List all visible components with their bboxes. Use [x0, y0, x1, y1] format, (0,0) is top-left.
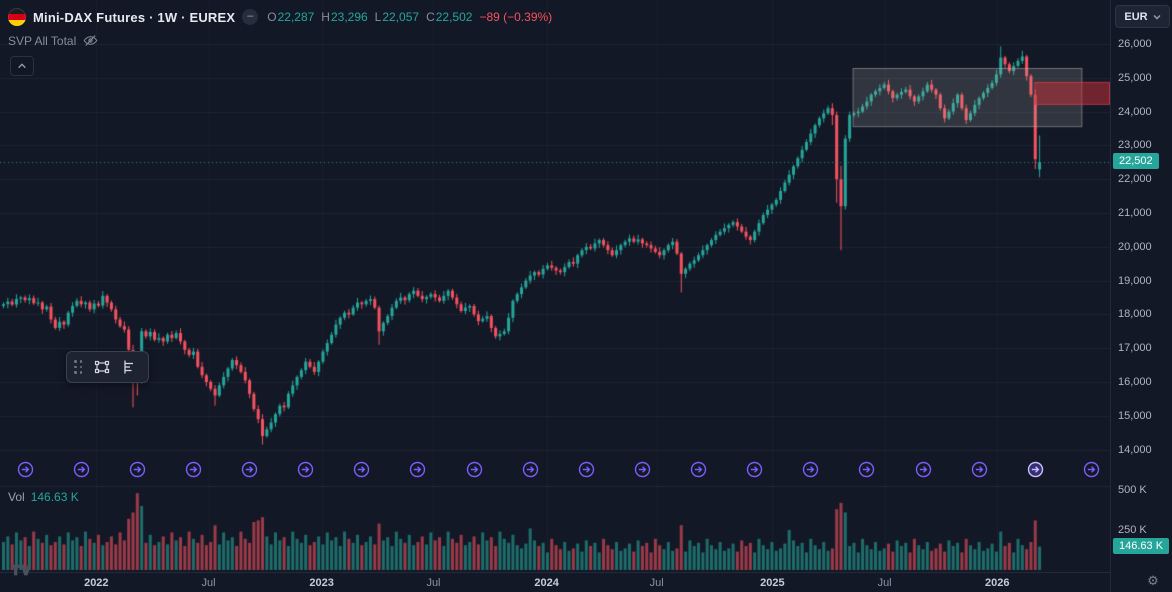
time-axis-label: 2026	[985, 577, 1010, 589]
toolbar-drag-handle[interactable]	[74, 360, 83, 374]
contract-rollover-marker[interactable]	[858, 461, 875, 478]
contract-rollover-marker[interactable]	[690, 461, 707, 478]
contract-rollover-marker[interactable]	[185, 461, 202, 478]
volume-axis-label: 250 K	[1118, 524, 1147, 536]
legend-collapse-icon[interactable]: –	[242, 9, 259, 25]
volume-legend[interactable]: Vol 146.63 K	[8, 490, 79, 504]
last-price-badge: 22,502	[1113, 153, 1159, 170]
time-axis[interactable]: 2022 Jul 2023 Jul 2024 Jul 2025 Jul 2026	[0, 572, 1110, 592]
time-axis-label: 2023	[309, 577, 334, 589]
contract-rollover-marker[interactable]	[129, 461, 146, 478]
contract-rollover-marker[interactable]	[915, 461, 932, 478]
chevron-down-icon	[1153, 14, 1161, 19]
legend-collapse-button[interactable]	[10, 56, 34, 76]
price-axis-label: 15,000	[1118, 409, 1152, 422]
price-axis-label: 20,000	[1118, 240, 1152, 253]
high-value: 23,296	[330, 10, 368, 24]
indicator-name: SVP All Total	[8, 33, 77, 48]
time-axis-label: 2025	[760, 577, 785, 589]
price-axis[interactable]: EUR 22,502 146.63 K 26,000 25,000 24,000 23…	[1110, 0, 1172, 592]
tradingview-logo[interactable]	[8, 562, 34, 578]
contract-rollover-marker[interactable]	[466, 461, 483, 478]
time-axis-label: Jul	[649, 577, 664, 589]
timezone-settings-gear-icon[interactable]: ⚙	[1147, 573, 1159, 589]
contract-rollover-marker[interactable]	[578, 461, 595, 478]
contract-rollover-marker[interactable]	[73, 461, 90, 478]
time-axis-label: 2022	[84, 577, 109, 589]
contract-rollover-marker[interactable]	[802, 461, 819, 478]
price-axis-label: 24,000	[1118, 105, 1152, 118]
currency-label: EUR	[1124, 10, 1148, 23]
volume-axis-label: 500 K	[1118, 484, 1147, 496]
price-axis-label: 25,000	[1118, 71, 1152, 84]
contract-rollover-marker[interactable]	[17, 461, 34, 478]
price-axis-label: 19,000	[1118, 274, 1152, 287]
rectangle-tool-icon[interactable]	[90, 355, 114, 379]
contract-rollover-marker[interactable]	[297, 461, 314, 478]
contract-rollover-marker[interactable]	[241, 461, 258, 478]
volume-profile-tool-icon[interactable]	[117, 355, 141, 379]
time-axis-label: Jul	[426, 577, 441, 589]
close-label: C	[426, 10, 435, 24]
germany-flag-icon	[8, 8, 26, 26]
contract-rollover-marker[interactable]	[353, 461, 370, 478]
contract-rollover-marker[interactable]	[409, 461, 426, 478]
ohlc-values: O 22,287 H 23,296 L 22,057 C 22,502 −89 (−0.…	[267, 10, 552, 24]
close-value: 22,502	[435, 10, 473, 24]
contract-rollover-marker[interactable]	[1027, 461, 1044, 478]
price-axis-label: 22,000	[1118, 173, 1152, 186]
time-axis-label: 2024	[534, 577, 559, 589]
open-value: 22,287	[277, 10, 315, 24]
contract-rollover-marker[interactable]	[522, 461, 539, 478]
eye-off-icon[interactable]	[83, 33, 98, 48]
price-axis-label: 17,000	[1118, 342, 1152, 355]
open-label: O	[267, 10, 277, 24]
volume-badge: 146.63 K	[1113, 537, 1170, 554]
chart-legend: Mini-DAX Futures · 1W · EUREX – O 22,287 …	[8, 7, 552, 27]
floating-drawing-toolbar	[66, 351, 149, 383]
low-value: 22,057	[382, 10, 420, 24]
time-axis-label: Jul	[201, 577, 216, 589]
price-axis-label: 21,000	[1118, 207, 1152, 219]
contract-rollover-marker[interactable]	[746, 461, 763, 478]
price-axis-label: 14,000	[1118, 443, 1152, 456]
price-axis-label: 16,000	[1118, 376, 1152, 388]
price-axis-label: 26,000	[1118, 38, 1152, 50]
volume-value: 146.63 K	[30, 490, 79, 504]
high-label: H	[321, 10, 330, 24]
change-value: −89 (−0.39%)	[479, 10, 553, 24]
price-axis-label: 23,000	[1118, 139, 1152, 152]
indicator-legend[interactable]: SVP All Total	[8, 33, 98, 48]
contract-rollover-marker[interactable]	[971, 461, 988, 478]
contract-rollover-marker[interactable]	[1083, 461, 1100, 478]
low-label: L	[374, 10, 382, 24]
currency-button[interactable]: EUR	[1115, 5, 1170, 28]
volume-label: Vol	[8, 490, 25, 504]
contract-rollover-marker[interactable]	[634, 461, 651, 478]
time-axis-label: Jul	[877, 577, 892, 589]
price-axis-label: 18,000	[1118, 308, 1152, 321]
symbol-title[interactable]: Mini-DAX Futures · 1W · EUREX	[33, 9, 236, 25]
